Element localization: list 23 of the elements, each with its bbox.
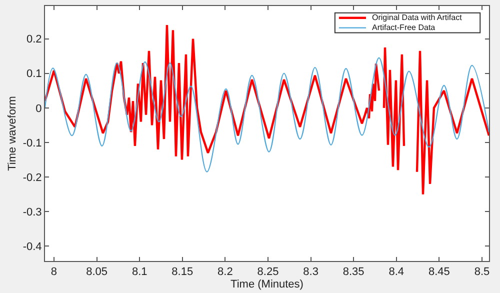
x-tick-label: 8.15 xyxy=(172,266,194,278)
legend-label: Original Data with Artifact xyxy=(372,13,463,22)
y-tick-label: -0.3 xyxy=(22,206,42,218)
x-tick-label: 8.05 xyxy=(86,266,108,278)
y-tick-label: 0.2 xyxy=(26,34,42,46)
legend-label: Artifact-Free Data xyxy=(372,23,436,32)
x-tick-label: 8 xyxy=(50,266,58,278)
x-tick-label: 8.35 xyxy=(342,266,364,278)
y-tick-label: 0.1 xyxy=(26,68,42,80)
y-tick-label: -0.4 xyxy=(22,240,42,253)
x-tick-label: 8.25 xyxy=(257,266,279,278)
y-axis-title: Time waveform xyxy=(6,96,18,171)
x-axis-title: Time (Minutes) xyxy=(230,278,304,290)
x-tick-label: 8.3 xyxy=(303,266,318,278)
y-tick-label: -0.2 xyxy=(22,172,42,184)
y-tick-label: 0 xyxy=(36,102,42,115)
x-tick-label: 8.2 xyxy=(218,266,233,278)
x-tick-label: 8.45 xyxy=(428,266,450,278)
x-tick-label: 8.1 xyxy=(132,266,148,278)
x-tick-label: 8.5 xyxy=(474,266,490,278)
y-tick-label: -0.1 xyxy=(22,137,42,150)
line-series xyxy=(45,57,489,172)
x-tick-label: 8.4 xyxy=(388,266,404,278)
